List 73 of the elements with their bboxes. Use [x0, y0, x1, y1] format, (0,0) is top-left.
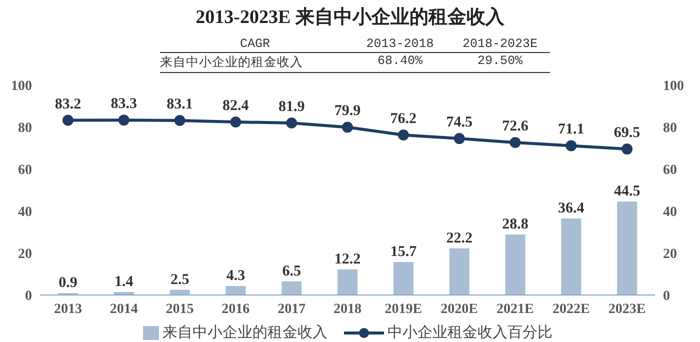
chart-title: 2013-2023E 来自中小企业的租金收入: [194, 6, 506, 30]
text: 2018-2023E: [461, 37, 538, 51]
data-label: 72.6: [502, 118, 529, 135]
data-label: 79.9: [334, 103, 361, 120]
data-label: 0.9: [58, 275, 78, 292]
bar: [338, 269, 358, 295]
data-label: 4.3: [226, 268, 246, 284]
y-tick-label: 60: [18, 162, 32, 178]
data-label: 44.5: [614, 184, 640, 200]
x-tick-label: 2016: [222, 302, 250, 317]
y2-tick-label: 100: [663, 78, 684, 94]
x-tick-label: 2018: [334, 302, 362, 317]
data-label: 15.7: [390, 244, 418, 260]
text: 68.40%: [376, 54, 424, 70]
y-tick-label: 20: [18, 246, 32, 262]
point: [174, 114, 186, 126]
x-tick-label: 2013: [54, 302, 82, 317]
point: [230, 116, 242, 128]
y2-tick-label: 60: [663, 162, 677, 178]
y-tick-label: 100: [11, 78, 32, 94]
x-tick-label: 2022E: [552, 302, 590, 317]
y2-tick-label: 20: [663, 246, 677, 262]
point: [566, 140, 577, 152]
bar: [282, 281, 302, 295]
point: [342, 122, 353, 133]
point: [622, 144, 633, 155]
x-tick-label: 2021E: [496, 302, 534, 317]
y2-tick-label: 80: [663, 120, 677, 136]
point: [454, 133, 465, 144]
data-label: 82.4: [222, 98, 250, 114]
y-tick-label: 40: [18, 204, 32, 220]
y2-tick-label: 40: [663, 204, 677, 220]
data-label: 6.5: [282, 263, 302, 280]
y-tick-label: 80: [18, 120, 32, 136]
bar: [505, 234, 526, 295]
point: [62, 114, 74, 126]
x-tick-label: 2014: [110, 302, 138, 317]
data-label: 1.4: [114, 274, 134, 290]
legend-label: 来自中小企业的租金收入: [162, 324, 328, 342]
bar: [617, 202, 638, 295]
data-label: 71.1: [558, 122, 584, 138]
data-label: 22.2: [446, 230, 472, 246]
data-label: 83.2: [54, 96, 82, 112]
data-label: 83.1: [166, 96, 193, 112]
text: 2013-2018: [365, 37, 435, 51]
x-tick-label: 2015: [166, 302, 194, 317]
x-tick-label: 2023E: [608, 302, 646, 317]
data-label: 76.2: [390, 110, 417, 127]
data-label: 2.5: [170, 272, 190, 288]
point: [510, 137, 521, 148]
data-label: 69.5: [614, 125, 640, 142]
text: 来自中小企业的租金收入: [160, 54, 304, 71]
x-tick-label: 2017: [278, 302, 306, 317]
x-tick-label: 2020E: [440, 302, 478, 317]
y-tick-label: 0: [25, 288, 32, 304]
text: CAGR: [238, 37, 271, 51]
y2-tick-label: 0: [663, 288, 670, 304]
bar: [449, 248, 470, 295]
bar: [226, 286, 246, 295]
point: [118, 114, 130, 126]
point: [286, 118, 298, 129]
bar: [393, 262, 414, 295]
data-label: 81.9: [278, 99, 305, 116]
data-label: 36.4: [558, 200, 585, 217]
point: [398, 129, 409, 140]
text: 29.50%: [476, 54, 524, 70]
legend-label: 中小企业租金收入百分比: [388, 324, 552, 342]
data-label: 28.8: [502, 216, 528, 233]
data-label: 74.5: [446, 114, 472, 131]
x-tick-label: 2019E: [384, 302, 422, 317]
data-label: 12.2: [334, 251, 361, 268]
bar: [561, 218, 582, 295]
data-label: 83.3: [110, 96, 137, 112]
